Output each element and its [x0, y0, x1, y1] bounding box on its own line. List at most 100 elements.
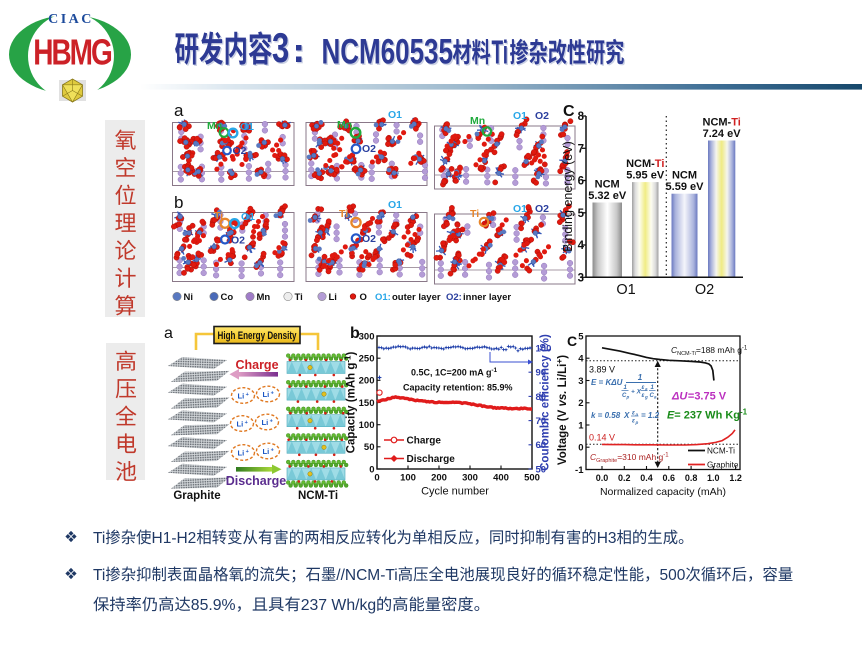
- svg-text:Coulombic efficiency (%): Coulombic efficiency (%): [540, 334, 552, 471]
- svg-text:Ti: Ti: [492, 34, 509, 71]
- svg-text:a: a: [174, 101, 184, 120]
- svg-text:Voltage (V vs. Li/Li+): Voltage (V vs. Li/Li+): [554, 355, 569, 465]
- svg-text:C: C: [567, 333, 577, 349]
- svg-text:NCM-Ti: NCM-Ti: [707, 447, 735, 456]
- svg-text:+: +: [270, 418, 273, 424]
- svg-text:Li: Li: [238, 391, 245, 400]
- svg-text:-1: -1: [740, 408, 748, 417]
- svg-text:+: +: [246, 449, 249, 455]
- svg-text:0.6: 0.6: [663, 473, 676, 483]
- svg-text:0.0: 0.0: [596, 473, 609, 483]
- svg-text:+: +: [246, 392, 249, 398]
- svg-text:6: 6: [578, 176, 584, 188]
- svg-text:Li: Li: [329, 292, 337, 303]
- svg-text:-1: -1: [663, 453, 669, 459]
- svg-text:HBMG: HBMG: [33, 32, 111, 72]
- svg-text:p: p: [626, 395, 630, 400]
- svg-text:NCM-Ti: NCM-Ti: [298, 490, 338, 502]
- svg-text:E = KΔU: E = KΔU: [591, 378, 623, 387]
- svg-text:3: 3: [578, 272, 584, 284]
- svg-text:b: b: [174, 193, 183, 212]
- svg-text:H1-H2: H1-H2: [152, 530, 197, 547]
- svg-text:Co: Co: [221, 292, 234, 303]
- svg-text:1.0: 1.0: [707, 473, 720, 483]
- svg-text:X: X: [623, 411, 630, 420]
- svg-text:=3.75 V: =3.75 V: [688, 391, 727, 403]
- svg-text:+: +: [271, 447, 274, 453]
- svg-text:Graphite: Graphite: [596, 458, 617, 464]
- svg-text:7: 7: [578, 143, 584, 155]
- svg-text:0.4: 0.4: [640, 473, 653, 483]
- svg-text:-1: -1: [575, 465, 584, 476]
- svg-text:Li: Li: [237, 419, 244, 428]
- svg-text:O2: O2: [231, 235, 245, 247]
- svg-text:O1: O1: [513, 110, 527, 122]
- svg-text:NCM: NCM: [595, 179, 620, 191]
- svg-text:1: 1: [578, 420, 584, 431]
- svg-text:= 237 Wh Kg: = 237 Wh Kg: [674, 410, 740, 422]
- svg-text:+: +: [245, 420, 248, 426]
- svg-text:4: 4: [578, 240, 585, 252]
- svg-text:-1: -1: [742, 346, 748, 352]
- svg-text:O1: O1: [240, 121, 254, 133]
- svg-text:Ti: Ti: [93, 530, 105, 547]
- svg-text:ΔU: ΔU: [671, 391, 688, 403]
- svg-text:Mn: Mn: [337, 119, 352, 131]
- svg-text:Discharge: Discharge: [226, 474, 286, 488]
- svg-text:Discharge: Discharge: [407, 454, 456, 465]
- svg-text:O2: O2: [535, 110, 549, 122]
- svg-text:500: 500: [660, 567, 686, 584]
- svg-text:NCM-Ti: NCM-Ti: [677, 351, 696, 357]
- svg-text:5: 5: [578, 208, 585, 220]
- svg-text:Mn: Mn: [257, 292, 271, 303]
- svg-text:O1: O1: [388, 199, 402, 211]
- svg-text:Graphite: Graphite: [707, 461, 739, 470]
- svg-text:outer layer: outer layer: [392, 292, 441, 303]
- svg-text:100: 100: [400, 473, 416, 484]
- svg-text:2: 2: [578, 398, 583, 409]
- svg-text:H3: H3: [597, 530, 617, 547]
- svg-text:O1: O1: [513, 203, 527, 215]
- svg-text:0: 0: [374, 473, 379, 484]
- svg-text:NCM: NCM: [672, 170, 697, 182]
- svg-text:Ti: Ti: [93, 567, 105, 584]
- svg-text:k = 0.58: k = 0.58: [591, 411, 621, 420]
- svg-text:NCM-: NCM-: [703, 117, 732, 129]
- svg-text:Li: Li: [238, 448, 245, 457]
- svg-text:O2: O2: [233, 145, 247, 157]
- svg-text:Charge: Charge: [235, 358, 278, 372]
- svg-text:1.2: 1.2: [729, 473, 742, 483]
- svg-text:Ti: Ti: [470, 208, 479, 220]
- svg-text:7.24 eV: 7.24 eV: [703, 128, 742, 140]
- svg-text:O1: O1: [616, 282, 635, 298]
- svg-text:200: 200: [431, 473, 447, 484]
- svg-text:8: 8: [578, 111, 585, 123]
- svg-text:Ni: Ni: [184, 292, 194, 303]
- svg-text:4: 4: [578, 354, 584, 365]
- svg-text:C: C: [563, 103, 575, 120]
- svg-text:O1:: O1:: [375, 292, 391, 303]
- svg-text:400: 400: [493, 473, 509, 484]
- svg-text:+: +: [271, 390, 274, 396]
- svg-text:1: 1: [638, 373, 643, 382]
- svg-text:Li: Li: [262, 418, 269, 427]
- svg-text:0: 0: [578, 443, 583, 454]
- svg-text:inner layer: inner layer: [463, 292, 511, 303]
- svg-text:5.95 eV: 5.95 eV: [626, 170, 665, 182]
- svg-text:Mn: Mn: [470, 115, 485, 127]
- svg-text:Capacity (mAh g-1): Capacity (mAh g-1): [344, 351, 358, 453]
- svg-text:150: 150: [359, 398, 375, 409]
- svg-text:Charge: Charge: [407, 436, 442, 447]
- svg-text:-1: -1: [491, 367, 497, 374]
- svg-text:0.5C, 1C=200 mA g: 0.5C, 1C=200 mA g: [411, 368, 491, 378]
- svg-text:O: O: [360, 292, 367, 303]
- svg-text:3: 3: [272, 24, 289, 71]
- svg-text:Ti: Ti: [295, 292, 303, 303]
- svg-text:p: p: [635, 420, 639, 425]
- svg-text:O2: O2: [535, 203, 549, 215]
- svg-text:5.32 eV: 5.32 eV: [588, 190, 627, 202]
- svg-text:O2:: O2:: [446, 292, 462, 303]
- svg-text:Graphite: Graphite: [173, 490, 220, 502]
- svg-text:O2: O2: [362, 143, 376, 155]
- svg-text:=188 mAh g: =188 mAh g: [696, 345, 742, 355]
